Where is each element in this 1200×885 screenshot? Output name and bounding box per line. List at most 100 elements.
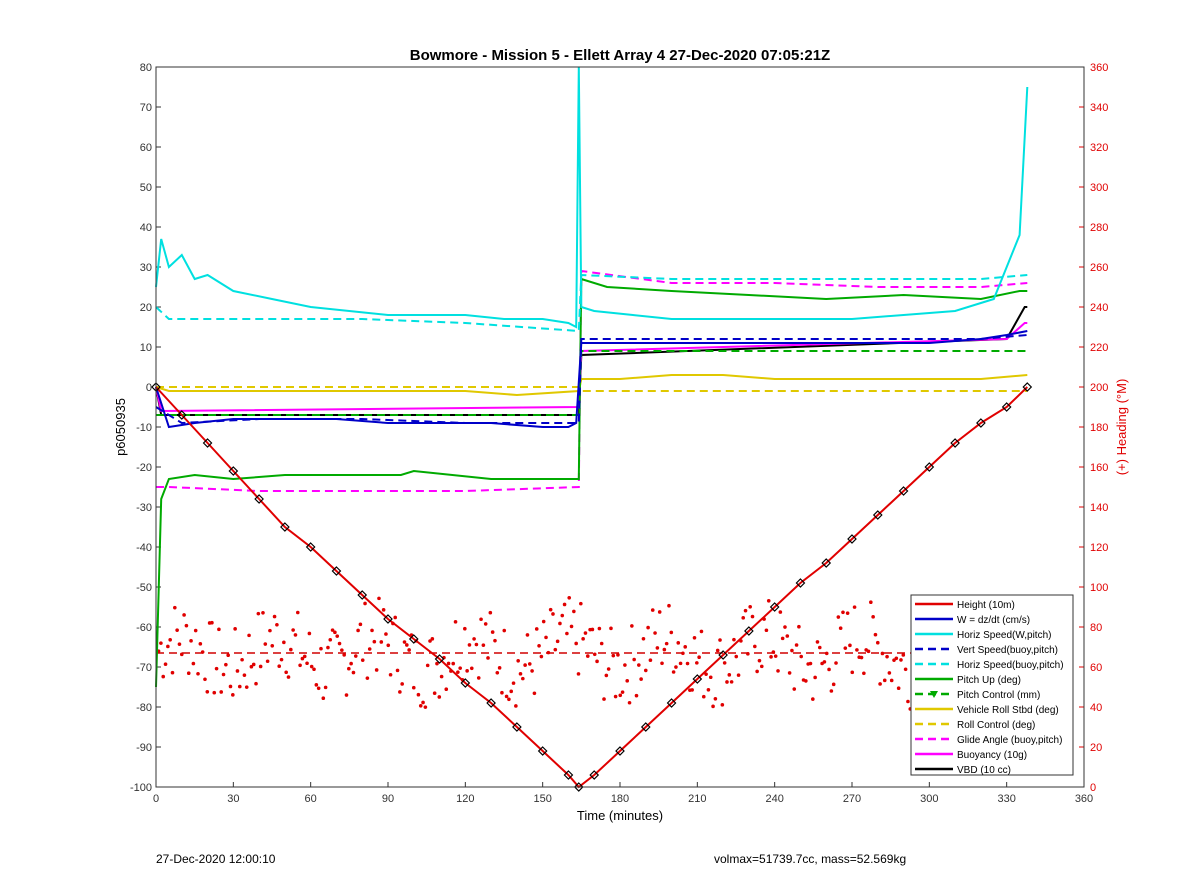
- x-tick-label: 210: [688, 793, 706, 805]
- heading-dot: [790, 648, 794, 653]
- heading-dot: [746, 652, 750, 656]
- heading-dot: [715, 648, 720, 653]
- heading-dot: [669, 630, 674, 635]
- legend-label: W = dz/dt (cm/s): [957, 615, 1030, 626]
- legend-label: Roll Control (deg): [957, 720, 1035, 731]
- heading-dot: [463, 626, 467, 631]
- heading-dot: [625, 679, 630, 683]
- y-tick-label: 60: [140, 142, 152, 154]
- heading-dot: [576, 672, 581, 676]
- y2-tick-label: 140: [1090, 502, 1108, 514]
- heading-dot: [569, 624, 574, 629]
- heading-dot: [604, 673, 609, 678]
- heading-dot: [228, 684, 233, 689]
- heading-dot: [518, 672, 523, 676]
- heading-dot: [221, 672, 226, 677]
- heading-dot: [377, 596, 381, 601]
- legend: Height (10m) W = dz/dt (cm/s) Horiz Speed(…: [910, 594, 1074, 776]
- heading-dot: [541, 619, 546, 624]
- heading-dot: [822, 660, 827, 664]
- height-marker: [563, 770, 574, 780]
- heading-dot: [521, 676, 525, 681]
- heading-dot: [759, 664, 764, 669]
- heading-dot: [358, 622, 363, 627]
- heading-dot: [546, 650, 551, 655]
- heading-dot: [502, 628, 507, 633]
- y2-axis-ticks: 0 20 40 60 80 100 120 140 160 180 200 220 240 260 280 3…: [1079, 62, 1108, 794]
- heading-dot: [692, 635, 697, 640]
- height-marker: [383, 614, 393, 624]
- heading-dot: [437, 695, 442, 699]
- heading-dot: [873, 632, 878, 637]
- heading-dot: [467, 643, 472, 647]
- heading-dot: [572, 609, 576, 614]
- heading-dot: [855, 648, 859, 652]
- heading-dot: [544, 635, 548, 640]
- height-marker: [280, 522, 290, 532]
- heading-dot: [384, 632, 388, 636]
- heading-dot: [272, 614, 277, 619]
- height-marker: [1001, 402, 1012, 412]
- heading-dot: [268, 628, 272, 633]
- heading-dot: [472, 637, 476, 641]
- heading-dot: [469, 666, 474, 671]
- heading-dot: [660, 661, 664, 666]
- heading-dot: [249, 664, 254, 669]
- y-axis-label: p6050935: [113, 398, 128, 456]
- series-line: [155, 277, 1028, 688]
- heading-dot: [295, 610, 300, 615]
- heading-dot: [405, 643, 409, 647]
- heading-dot: [585, 654, 590, 658]
- height-marker: [795, 578, 806, 588]
- heading-dot: [706, 688, 711, 692]
- y2-tick-label: 300: [1090, 182, 1108, 194]
- legend-label: Height (10m): [957, 600, 1015, 611]
- heading-dot: [901, 653, 906, 657]
- x-axis-ticks: 0 30 60 90 120 150 180 210 240 270 300 330 360: [153, 782, 1093, 805]
- heading-dot: [275, 622, 279, 627]
- heading-dot: [507, 697, 511, 702]
- heading-dot: [476, 676, 481, 680]
- series-line: [155, 306, 1028, 416]
- legend-label: Horiz Speed(buoy,pitch): [957, 660, 1064, 671]
- y2-tick-label: 320: [1090, 142, 1108, 154]
- heading-dot: [527, 662, 532, 666]
- legend-label: Glide Angle (buoy,pitch): [957, 735, 1062, 746]
- heading-dot: [242, 673, 247, 677]
- heading-dot: [423, 705, 428, 709]
- x-tick-label: 30: [227, 793, 239, 805]
- heading-dot: [446, 661, 451, 666]
- heading-dot: [495, 670, 500, 675]
- heading-dot: [328, 637, 333, 642]
- heading-dot: [363, 601, 367, 606]
- heading-dot: [198, 642, 203, 646]
- heading-dot: [592, 652, 597, 657]
- height-marker: [847, 534, 857, 544]
- heading-dot: [555, 639, 560, 644]
- heading-dot: [483, 622, 488, 626]
- footer-summary: volmax=51739.7cc, mass=52.569kg: [714, 852, 907, 866]
- heading-dot: [882, 678, 887, 683]
- heading-dot: [725, 680, 729, 684]
- heading-dot: [583, 631, 588, 635]
- heading-dot: [386, 643, 391, 648]
- plot-frame: [155, 66, 1085, 788]
- heading-dot: [312, 667, 316, 672]
- legend-box: [910, 594, 1074, 776]
- heading-dot: [159, 641, 163, 645]
- heading-dot: [173, 605, 177, 610]
- heading-dot: [866, 649, 871, 654]
- heading-dot: [379, 640, 384, 644]
- x-tick-label: 120: [456, 793, 474, 805]
- legend-label: Pitch Control (mm): [957, 690, 1040, 701]
- heading-dot: [630, 624, 634, 628]
- heading-dot: [880, 651, 885, 656]
- heading-dot: [838, 626, 843, 631]
- heading-dot: [574, 641, 578, 646]
- y2-tick-label: 200: [1090, 382, 1108, 394]
- heading-dot: [671, 670, 676, 674]
- heading-dot: [616, 653, 620, 657]
- heading-dot: [421, 700, 425, 705]
- heading-dot: [664, 641, 669, 646]
- heading-dot: [597, 626, 602, 631]
